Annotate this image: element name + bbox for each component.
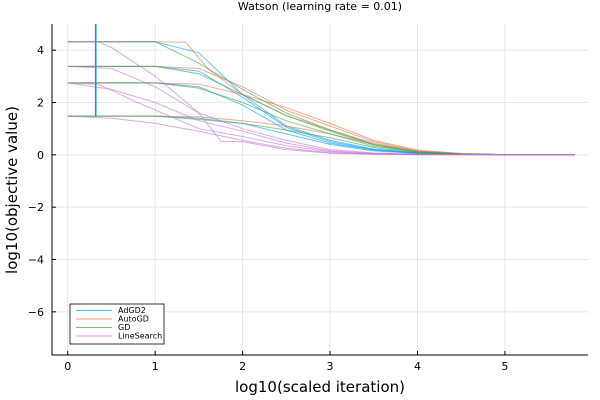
series-line-adgd2-run-1 [68,42,575,155]
series-line-linesearch-run-4 [68,83,575,155]
series-line-gd-run-3 [68,83,575,155]
x-tick-label: 0 [64,360,71,373]
series-line-gd-run-2 [68,66,575,154]
series-line-linesearch-run-3 [68,83,575,155]
series-layer [68,42,575,155]
y-tick-label: 4 [37,44,44,57]
y-tick-label: −4 [28,253,44,266]
series-line-autogd-run-2 [68,66,575,154]
y-tick-label: 2 [37,96,44,109]
y-axis-label: log10(objective value) [3,106,21,274]
x-ticks: 0 1 2 3 4 5 [64,351,508,373]
series-line-adgd2-run-3 [68,83,575,155]
line-chart: Watson (learning rate = 0.01) 0 1 2 3 4 5 −6 −… [0,0,600,400]
y-tick-label: −2 [28,201,44,214]
x-tick-label: 1 [152,360,159,373]
y-tick-label: −6 [28,306,44,319]
x-tick-label: 3 [327,360,334,373]
series-line-linesearch-run-2 [68,66,575,154]
x-tick-label: 2 [239,360,246,373]
legend-label-linesearch: LineSearch [118,332,162,341]
x-tick-label: 5 [501,360,508,373]
chart-title: Watson (learning rate = 0.01) [238,0,402,13]
y-tick-label: 0 [37,149,44,162]
x-axis-label: log10(scaled iteration) [235,378,405,396]
series-line-autogd-run-3 [68,83,575,155]
series-line-adgd2-run-2 [68,66,575,154]
x-tick-label: 4 [414,360,421,373]
